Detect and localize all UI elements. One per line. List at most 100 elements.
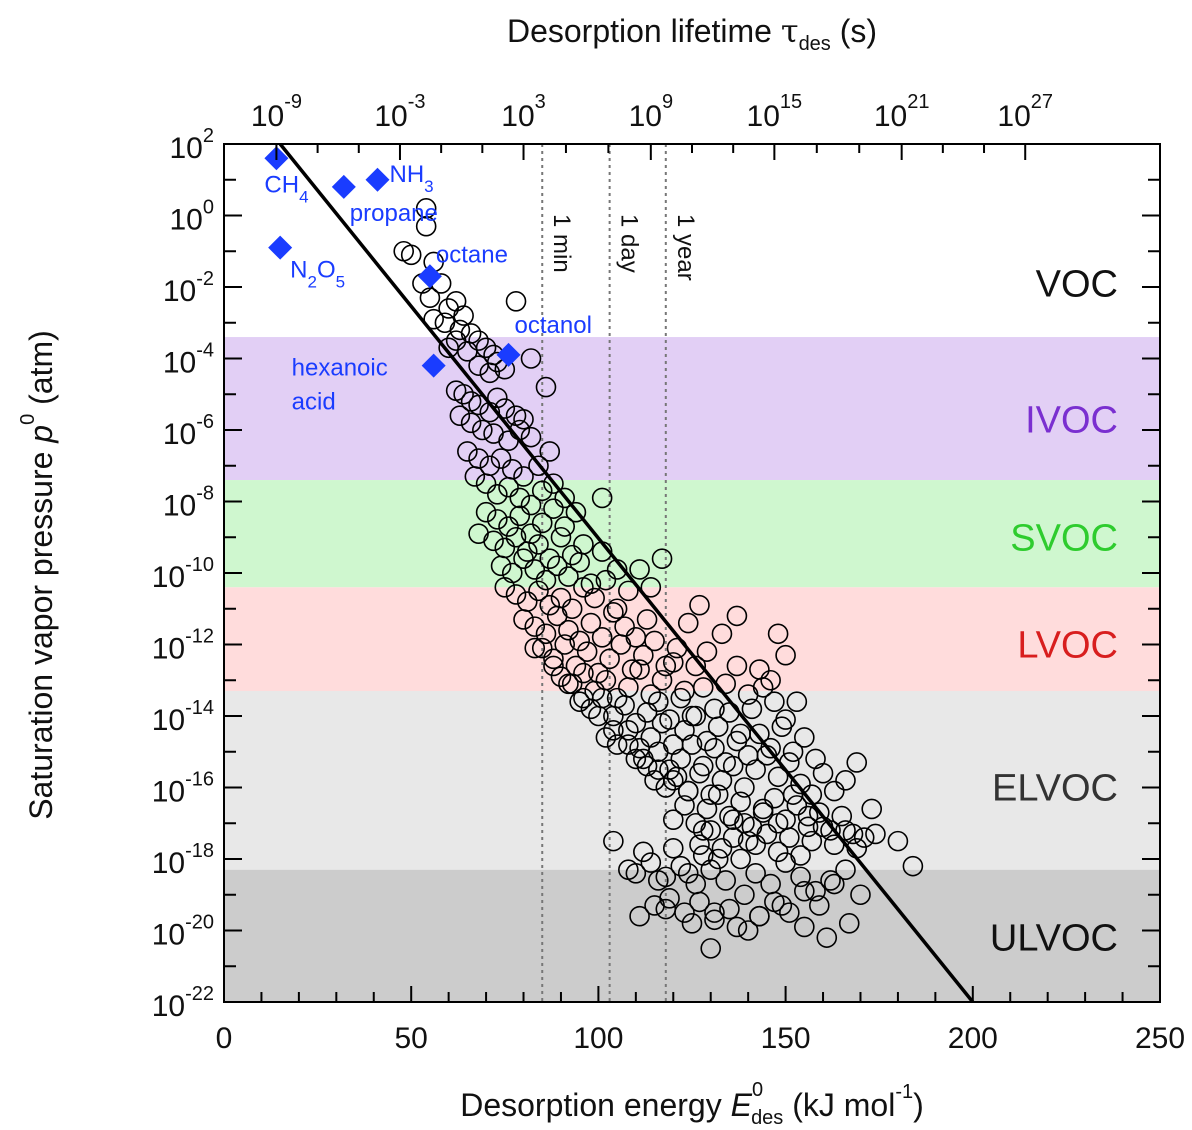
data-point (423, 308, 444, 330)
lifetime-line-label: 1 min (548, 214, 575, 273)
data-point (816, 927, 838, 948)
data-point (520, 348, 542, 369)
data-point (850, 884, 871, 906)
data-point (838, 913, 860, 934)
data-point (629, 659, 650, 680)
data-point (651, 712, 673, 734)
data-point (662, 837, 684, 859)
data-point (569, 551, 590, 573)
top-tick-label: 109 (629, 91, 674, 133)
data-point (573, 576, 594, 598)
data-point (618, 734, 639, 755)
data-point (689, 762, 710, 784)
data-point (677, 612, 699, 634)
y-tick-label: 10-8 (163, 483, 214, 523)
data-point (707, 716, 729, 738)
data-point (648, 691, 669, 713)
data-point (685, 705, 707, 727)
data-point (603, 705, 624, 727)
data-point (595, 727, 617, 748)
data-point (820, 870, 841, 891)
data-point (681, 734, 703, 755)
data-point (509, 505, 531, 527)
data-point (498, 476, 519, 498)
data-point (711, 770, 733, 791)
data-point (543, 498, 564, 519)
data-point (633, 841, 654, 863)
data-point (531, 637, 553, 659)
data-point (573, 687, 594, 709)
axis-labels: Desorption energy E0 des (kJ mol-1) Desorp… (17, 12, 924, 1129)
axes: 0 50 100 150 200 250 102 100 10-2 10-4 10-6 10-8 10-… (152, 91, 1185, 1055)
data-point (648, 870, 669, 891)
data-point (595, 569, 617, 591)
data-point (745, 759, 766, 780)
data-point (752, 798, 774, 820)
data-point (554, 487, 576, 509)
data-point (752, 677, 774, 698)
data-point (483, 530, 504, 552)
data-point (449, 405, 471, 427)
data-point (715, 870, 736, 891)
data-point (745, 862, 766, 884)
band-ulvoc (224, 869, 1160, 1002)
compound-marker-octanol (496, 342, 521, 367)
top-tick-label: 103 (501, 91, 546, 133)
data-point (599, 648, 620, 670)
data-point (689, 594, 710, 616)
data-point (487, 509, 508, 530)
data-point (902, 855, 924, 877)
x-axis-title: Desorption energy E0 des (kJ mol-1) (460, 1079, 924, 1129)
band-label-svoc: SVOC (1010, 517, 1118, 559)
data-point (603, 602, 624, 623)
data-point (726, 916, 748, 938)
y-tick-label: 10-2 (163, 268, 214, 308)
data-point (569, 691, 590, 713)
data-point (531, 512, 553, 534)
data-point (655, 898, 677, 920)
data-point (457, 441, 478, 462)
fit-line-group (278, 142, 975, 1004)
x-tick-label: 150 (761, 1022, 811, 1055)
data-point (569, 630, 590, 652)
compound-markers: CH4 propane NH3 N2O5 octane octanol hexanoic ac… (264, 146, 592, 416)
data-point (468, 330, 489, 351)
data-point (546, 605, 568, 627)
data-point (584, 587, 605, 609)
data-point (535, 376, 557, 398)
data-point (618, 719, 639, 741)
data-point (543, 473, 564, 494)
band-svoc (224, 480, 1160, 588)
data-point (655, 777, 677, 798)
data-point (707, 848, 729, 870)
compound-marker-hexanoic-acid (421, 353, 446, 378)
data-point (730, 791, 751, 813)
data-point (808, 895, 830, 916)
data-point (539, 441, 561, 462)
band-label-voc: VOC (1036, 263, 1118, 305)
data-point (640, 852, 662, 873)
data-point (475, 501, 497, 523)
data-point (524, 637, 546, 659)
data-point (505, 526, 527, 548)
data-point (460, 412, 482, 434)
data-point (782, 784, 804, 805)
data-point (513, 408, 534, 430)
data-point (415, 198, 437, 219)
data-point (831, 805, 853, 827)
data-point (487, 387, 508, 409)
y-tick-label: 10-4 (163, 340, 214, 380)
band-label-ivoc: IVOC (1025, 399, 1118, 441)
data-point (636, 609, 658, 630)
data-point (528, 580, 549, 602)
data-point (554, 516, 576, 537)
data-point (648, 759, 669, 780)
data-point (786, 691, 808, 713)
data-point (472, 419, 493, 441)
data-point (692, 820, 714, 841)
compound-label-n2o5: N2O5 (290, 257, 345, 292)
data-point (659, 888, 680, 909)
data-point (797, 805, 819, 827)
lifetime-reference-lines: 1 min 1 day 1 year (541, 144, 699, 1002)
data-point (445, 330, 467, 351)
